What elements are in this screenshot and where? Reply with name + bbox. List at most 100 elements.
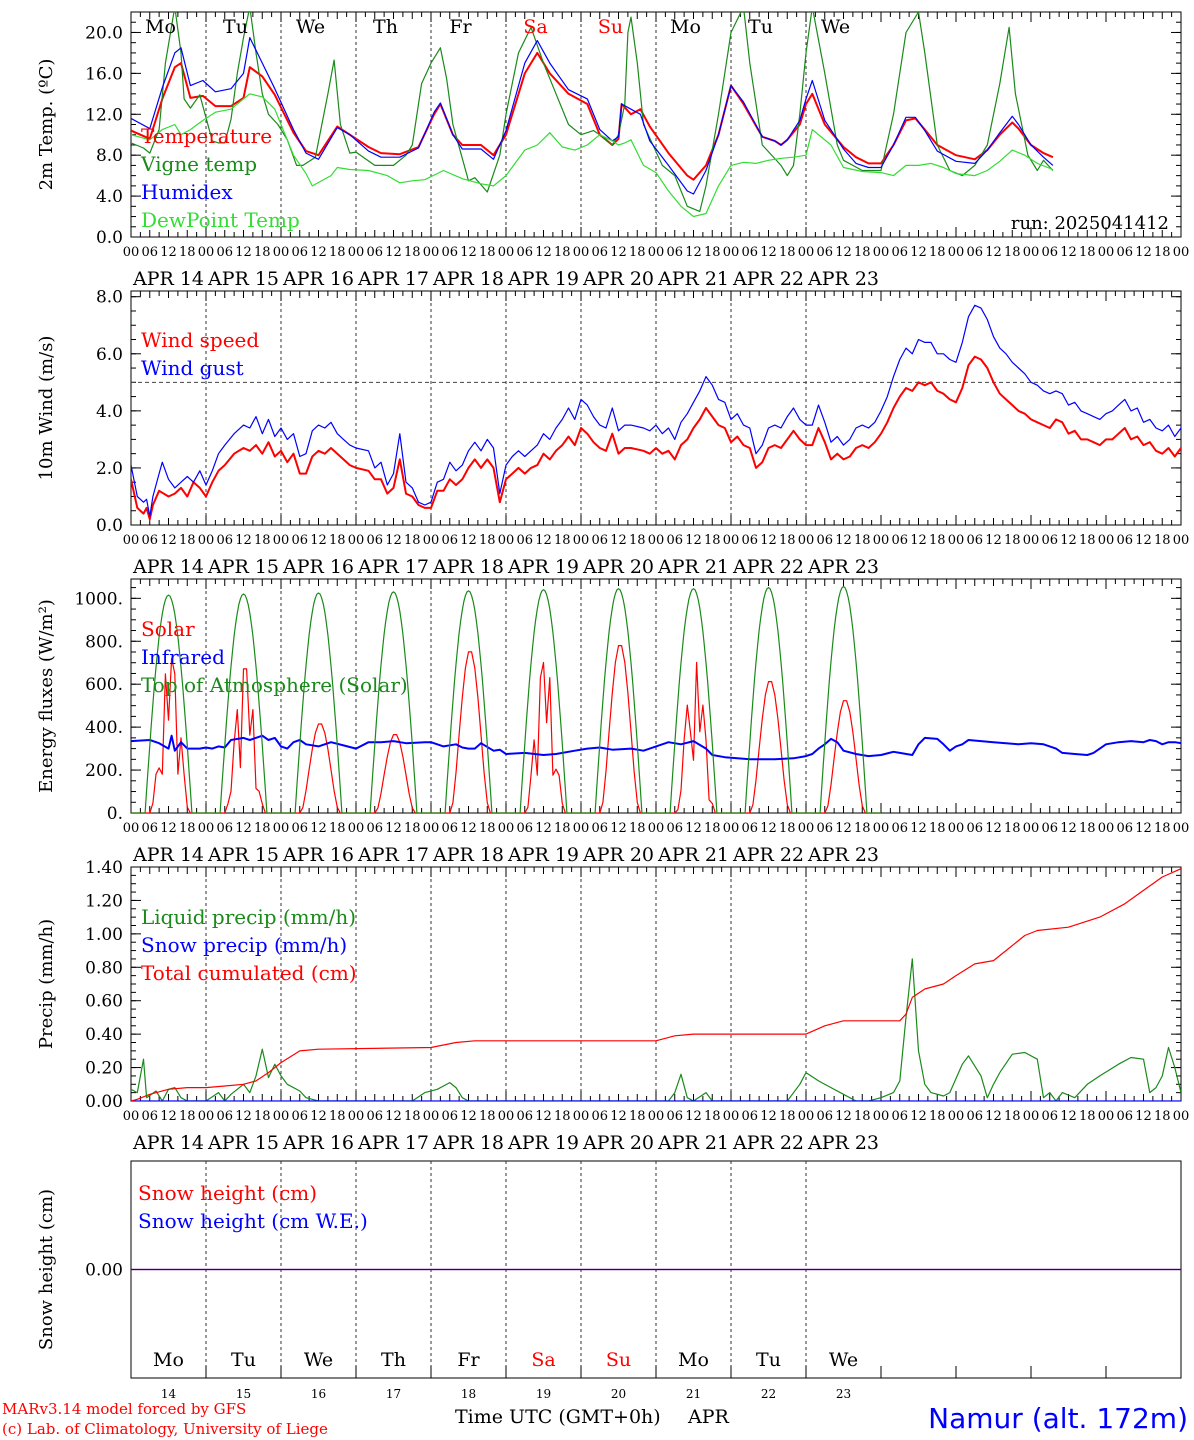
y-axis-title: Precip (mm/h) [36, 919, 57, 1049]
y-tick-label: 0.40 [85, 1025, 123, 1045]
weekday-label: Sa [523, 16, 547, 38]
hour-label: 06 [966, 821, 983, 836]
hour-label: 06 [666, 245, 683, 260]
run-label: run: 2025041412 [1011, 213, 1169, 234]
y-tick-label: 1.00 [85, 925, 123, 945]
y-tick-label: 0.60 [85, 992, 123, 1012]
legend-entry: Solar [141, 617, 195, 641]
date-label: APR 23 [807, 268, 879, 290]
hour-label: 00 [198, 245, 215, 260]
y-tick-label: 200. [85, 761, 123, 781]
hour-label: 06 [1116, 245, 1133, 260]
date-label: APR 16 [282, 1132, 354, 1154]
hour-label: 00 [1098, 821, 1115, 836]
hour-label: 06 [291, 821, 308, 836]
hour-label: 00 [498, 1109, 515, 1124]
day-number: 15 [236, 1387, 251, 1401]
hour-label: 12 [1060, 821, 1077, 836]
hour-label: 00 [723, 1109, 740, 1124]
weekday-label: Su [598, 16, 623, 38]
date-label: APR 16 [282, 268, 354, 290]
y-tick-label: 1.40 [85, 858, 123, 878]
date-label: APR 15 [207, 556, 279, 578]
series-line-wind-speed [131, 355, 1181, 521]
series-line-top-of-atmosphere-solar- [131, 585, 881, 813]
hour-label: 12 [835, 245, 852, 260]
hour-label: 12 [985, 1109, 1002, 1124]
date-label: APR 14 [132, 268, 204, 290]
y-tick-label: 0.0 [96, 516, 123, 536]
hour-label: 12 [685, 821, 702, 836]
hour-label: 12 [310, 821, 327, 836]
hour-label: 00 [798, 245, 815, 260]
weekday-label: Mo [153, 1349, 184, 1371]
weekday-label: Fr [449, 16, 472, 38]
hour-label: 06 [216, 1109, 233, 1124]
hour-label: 18 [1004, 1109, 1021, 1124]
date-label: APR 17 [357, 1132, 429, 1154]
hour-label: 00 [123, 533, 140, 548]
hour-label: 00 [1023, 1109, 1040, 1124]
date-label: APR 20 [582, 556, 654, 578]
weekday-label: Mo [670, 16, 701, 38]
y-axis-title: Energy fluxes (W/m²) [36, 599, 57, 793]
y-axis-title: 10m Wind (m/s) [36, 336, 57, 481]
date-label: APR 22 [732, 268, 804, 290]
hour-label: 18 [254, 1109, 271, 1124]
hour-label: 12 [235, 533, 252, 548]
weekday-label: Mo [678, 1349, 709, 1371]
hour-label: 12 [1060, 533, 1077, 548]
hour-label: 12 [310, 245, 327, 260]
credit-line: MARv3.14 model forced by GFS [2, 1400, 246, 1418]
hour-label: 12 [160, 533, 177, 548]
hour-label: 12 [535, 1109, 552, 1124]
hour-label: 00 [723, 821, 740, 836]
date-label: APR 14 [132, 556, 204, 578]
hour-label: 00 [723, 533, 740, 548]
hour-label: 12 [910, 821, 927, 836]
y-tick-label: 8.0 [96, 146, 123, 166]
hour-label: 00 [873, 245, 890, 260]
series-line-infrared [131, 734, 1181, 761]
y-tick-label: 4.0 [96, 187, 123, 207]
hour-ticks [130, 1366, 1182, 1378]
hour-label: 18 [779, 245, 796, 260]
hour-label: 12 [535, 821, 552, 836]
legend-entry: Infrared [141, 645, 225, 669]
day-number: 23 [836, 1387, 851, 1401]
y-tick-label: 0.00 [85, 1261, 123, 1281]
hour-label: 12 [235, 245, 252, 260]
hour-label: 00 [798, 1109, 815, 1124]
hour-label: 06 [1116, 821, 1133, 836]
hour-label: 06 [441, 533, 458, 548]
hour-label: 12 [160, 245, 177, 260]
day-number: 22 [761, 1387, 776, 1401]
hour-label: 18 [854, 533, 871, 548]
date-label: APR 18 [432, 844, 504, 866]
legend-entry: Snow height (cm W.E.) [138, 1209, 368, 1233]
date-label: APR 17 [357, 268, 429, 290]
hour-label: 00 [648, 1109, 665, 1124]
hour-label: 06 [141, 533, 158, 548]
hour-label: 18 [629, 533, 646, 548]
hour-label: 18 [854, 821, 871, 836]
legend-entry: Top of Atmosphere (Solar) [141, 673, 408, 697]
hour-label: 12 [910, 1109, 927, 1124]
hour-label: 18 [779, 533, 796, 548]
date-label: APR 18 [432, 268, 504, 290]
hour-label: 06 [441, 245, 458, 260]
hour-label: 12 [835, 533, 852, 548]
hour-label: 06 [1116, 533, 1133, 548]
hour-label: 12 [385, 245, 402, 260]
date-label: APR 22 [732, 844, 804, 866]
hour-ticks [130, 867, 1182, 1101]
hour-label: 12 [385, 533, 402, 548]
hour-label: 06 [966, 245, 983, 260]
hour-label: 12 [385, 1109, 402, 1124]
hour-label: 06 [741, 533, 758, 548]
date-label: APR 15 [207, 1132, 279, 1154]
day-number: 18 [461, 1387, 476, 1401]
hour-label: 06 [516, 1109, 533, 1124]
hour-label: 00 [423, 245, 440, 260]
